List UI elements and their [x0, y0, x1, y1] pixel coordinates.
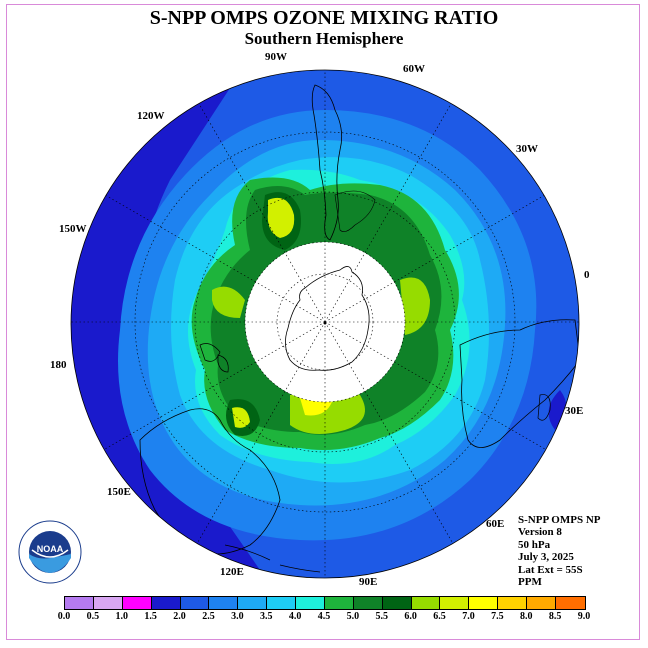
colorbar-swatch: [498, 597, 527, 609]
colorbar-swatch: [122, 597, 152, 609]
colorbar-swatch: [209, 597, 239, 609]
colorbar-tick-label: 0.0: [57, 611, 71, 622]
colorbar-tick-label: 2.5: [202, 611, 215, 622]
colorbar-swatch: [382, 597, 412, 609]
colorbar-swatch: [440, 597, 470, 609]
info-version: Version 8: [518, 526, 562, 539]
chart-subtitle: Southern Hemisphere: [244, 29, 404, 48]
new-zealand-north-outline: [217, 354, 229, 373]
africa-outline: [459, 319, 579, 448]
new-zealand-outline: [199, 343, 221, 362]
band-6-0-b: [232, 407, 250, 428]
south-pole-marker: [323, 321, 327, 325]
colorbar-tick-label: 3.5: [259, 611, 273, 622]
lon-label-0: 0: [584, 269, 590, 281]
indonesia-outline: [224, 544, 321, 573]
colorbar-tick-label: 6.0: [404, 611, 417, 622]
band-5-5-e: [212, 286, 245, 318]
band-5-5-d: [400, 277, 430, 335]
colorbar-tick-label: 2.0: [173, 611, 186, 622]
chart-title: S-NPP OMPS OZONE MIXING RATIO: [149, 7, 499, 29]
band-1-5-west: [71, 88, 260, 570]
south-america-outline: [311, 84, 343, 241]
colorbar-swatch: [151, 597, 181, 609]
patagonia-outline: [334, 190, 376, 232]
lon-label-150e: 150E: [107, 486, 131, 498]
colorbar-tick-label: 7.5: [491, 611, 504, 622]
colorbar-swatch: [65, 597, 94, 609]
noaa-logo: NOAA: [18, 520, 82, 584]
colorbar-tick-label: 4.5: [317, 611, 331, 622]
lon-label-120w: 120W: [137, 110, 165, 122]
lon-label-30e: 30E: [565, 405, 584, 417]
colorbar-tick-label: 9.0: [577, 611, 591, 622]
lon-label-90e: 90E: [359, 576, 378, 588]
colorbar-swatch: [527, 597, 556, 609]
colorbar-tick-label: 0.5: [86, 611, 100, 622]
colorbar-swatch: [93, 597, 123, 609]
info-instrument: S-NPP OMPS NP: [518, 514, 601, 526]
lon-label-150w: 150W: [59, 223, 87, 235]
noaa-logo-text: NOAA: [37, 544, 64, 554]
info-units: PPM: [518, 576, 542, 589]
colorbar-tick-label: 1.0: [115, 611, 129, 622]
colorbar-swatch: [267, 597, 296, 609]
figure-frame: [6, 4, 640, 640]
colorbar-tick-label: 3.0: [231, 611, 244, 622]
ozone-field: [71, 70, 579, 578]
colorbar-swatch: [353, 597, 383, 609]
info-lat-extent: Lat Ext = 55S: [518, 563, 583, 576]
colorbar-swatch: [411, 597, 441, 609]
colorbar-tick-label: 4.0: [288, 611, 302, 622]
colorbar-swatch: [469, 597, 499, 609]
lon-label-180: 180: [50, 359, 67, 371]
madagascar-outline: [537, 394, 551, 421]
colorbar-swatch: [324, 597, 354, 609]
colorbar-swatch: [238, 597, 268, 609]
band-6-0-a: [267, 197, 295, 238]
info-block: S-NPP OMPS NP Version 8 50 hPa July 3, 2…: [518, 514, 601, 588]
info-date: July 3, 2025: [518, 551, 574, 564]
colorbar-tick-label: 6.5: [433, 611, 446, 622]
map-boundary: [70, 69, 580, 579]
antarctica-outline: [285, 266, 370, 371]
lon-label-120e: 120E: [220, 566, 244, 578]
colorbar-swatch: [296, 597, 325, 609]
lon-label-60e: 60E: [486, 518, 505, 530]
colorbar-tick-label: 1.5: [144, 611, 157, 622]
colorbar-tick-label: 5.5: [375, 611, 389, 622]
colorbar: [64, 596, 586, 610]
info-pressure-level: 50 hPa: [518, 538, 551, 551]
lon-label-30w: 30W: [516, 143, 538, 155]
colorbar-swatch: [555, 597, 585, 609]
colorbar-swatch: [180, 597, 210, 609]
lon-label-90w: 90W: [265, 51, 287, 63]
lon-label-60w: 60W: [403, 63, 425, 75]
colorbar-tick-label: 5.0: [346, 611, 360, 622]
colorbar-tick-label: 8.0: [519, 611, 533, 622]
colorbar-tick-label: 8.5: [548, 611, 562, 622]
colorbar-tick-label: 7.0: [462, 611, 475, 622]
